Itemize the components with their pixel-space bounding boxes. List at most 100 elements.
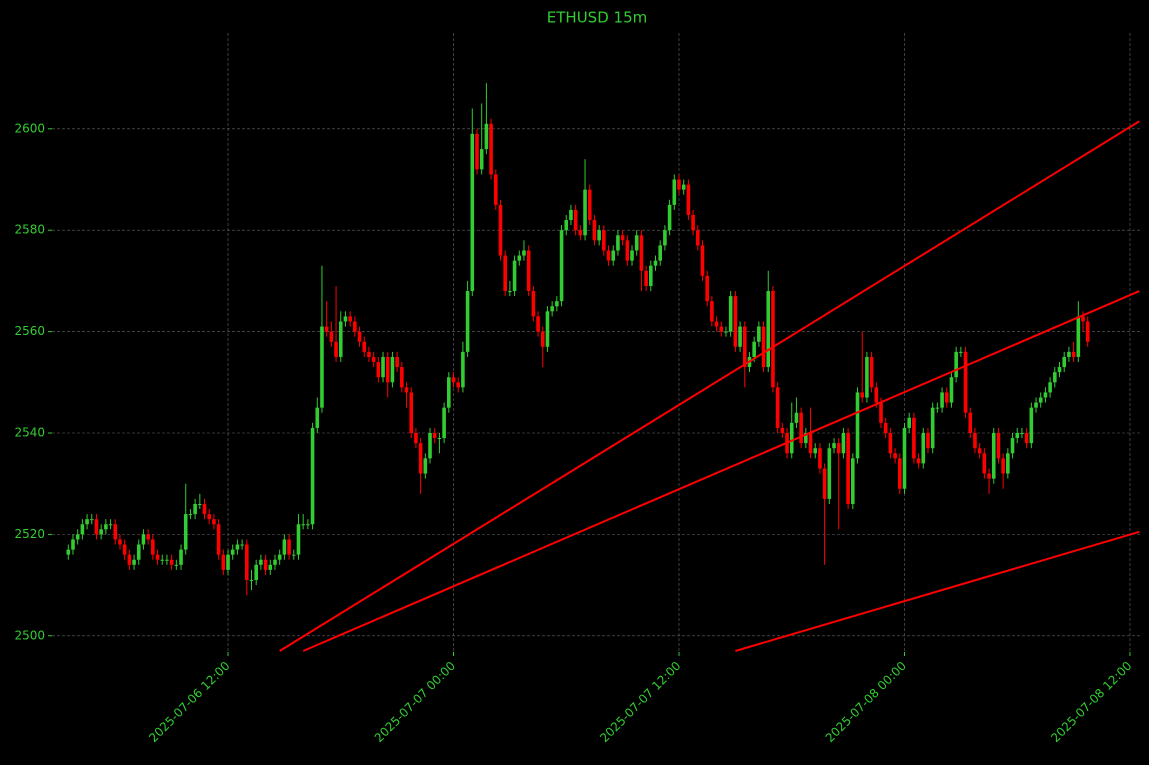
candle-body (963, 351, 968, 413)
candle-body (663, 230, 667, 246)
candle-body (259, 559, 263, 565)
candle-body (282, 539, 287, 555)
candle-body (968, 412, 973, 433)
candle-body (996, 432, 1001, 459)
candle-body (465, 291, 470, 352)
candle-body (395, 356, 399, 368)
candle-body (414, 432, 418, 444)
candle-body (794, 412, 799, 423)
candle-body (418, 443, 423, 474)
candle-body (165, 559, 169, 561)
candle-body (973, 432, 977, 449)
candle-body (888, 432, 893, 454)
candle-body (89, 519, 94, 521)
candle-body (695, 230, 700, 246)
candle-body (738, 326, 742, 347)
candle-body (367, 351, 371, 357)
candle-body (343, 316, 348, 322)
candle-body (522, 250, 526, 256)
candle-body (127, 554, 132, 565)
candle-body (832, 443, 836, 449)
candle-body (926, 432, 930, 449)
candle-body (324, 326, 329, 332)
candle-body (329, 331, 334, 342)
candle-body (808, 432, 813, 454)
candle-body (620, 235, 625, 241)
candle-body (742, 326, 747, 368)
candle-body (672, 179, 677, 205)
candle-body (381, 356, 385, 378)
candle-body (630, 250, 634, 261)
candle-body (728, 296, 733, 332)
candle-body (893, 453, 897, 459)
candle-body (75, 534, 80, 540)
candle-body (1034, 402, 1038, 408)
candle-body (484, 123, 489, 150)
candle-body (775, 387, 780, 428)
candle-body (118, 539, 122, 545)
candle-body (301, 524, 305, 526)
candle-body (982, 453, 987, 474)
candle-body (569, 209, 573, 221)
candle-body (493, 174, 498, 205)
candle-body (564, 220, 569, 231)
candle-body (451, 377, 456, 383)
candle-body (935, 407, 940, 409)
candle-body (409, 392, 414, 433)
candle-body (691, 214, 695, 231)
candle-body (827, 448, 832, 499)
candle-body (273, 559, 277, 565)
candle-body (132, 559, 136, 565)
candle-body (677, 179, 681, 190)
candle-body (94, 519, 99, 535)
candle-body (1024, 432, 1029, 444)
candle-body (216, 524, 221, 555)
candle-body (841, 432, 846, 454)
candle-body (155, 554, 160, 560)
candle-body (357, 331, 362, 342)
candle-body (385, 356, 390, 383)
candle-body (1062, 356, 1067, 368)
candle-body (789, 422, 794, 454)
candle-body (714, 321, 719, 327)
candle-body (602, 230, 606, 251)
candle-body (780, 427, 785, 433)
candle-body (930, 407, 935, 449)
candle-body (122, 544, 127, 555)
candle-body (1038, 397, 1043, 403)
candle-body (151, 539, 155, 555)
x-tick-label: 2025-07-08 00:00 (823, 659, 909, 745)
candle-body (667, 204, 672, 231)
candle-body (437, 438, 442, 440)
candle-body (226, 554, 230, 570)
candle-body (940, 392, 944, 408)
candle-body (587, 189, 592, 221)
candle-body (766, 291, 771, 368)
candle-body (625, 240, 630, 261)
candle-body (752, 341, 756, 357)
candle-body (235, 544, 240, 550)
candle-body (212, 519, 216, 525)
candle-body (555, 301, 559, 307)
candle-body (254, 564, 258, 581)
candle-body (1081, 316, 1085, 322)
candle-body (912, 417, 916, 459)
candle-body (447, 377, 451, 408)
candle-body (85, 519, 89, 525)
candle-body (160, 559, 165, 561)
x-tick-label: 2025-07-07 00:00 (372, 659, 458, 745)
candle-body (390, 356, 395, 383)
candle-body (268, 564, 273, 570)
candle-body (1053, 372, 1057, 383)
candle-body (719, 326, 724, 332)
candle-body (540, 331, 545, 347)
candle-body (221, 554, 226, 570)
candle-body (855, 392, 860, 459)
candle-body (498, 204, 503, 256)
candle-body (1071, 351, 1076, 357)
candle-body (616, 235, 620, 251)
candle-body (733, 296, 738, 347)
candle-body (362, 341, 367, 352)
